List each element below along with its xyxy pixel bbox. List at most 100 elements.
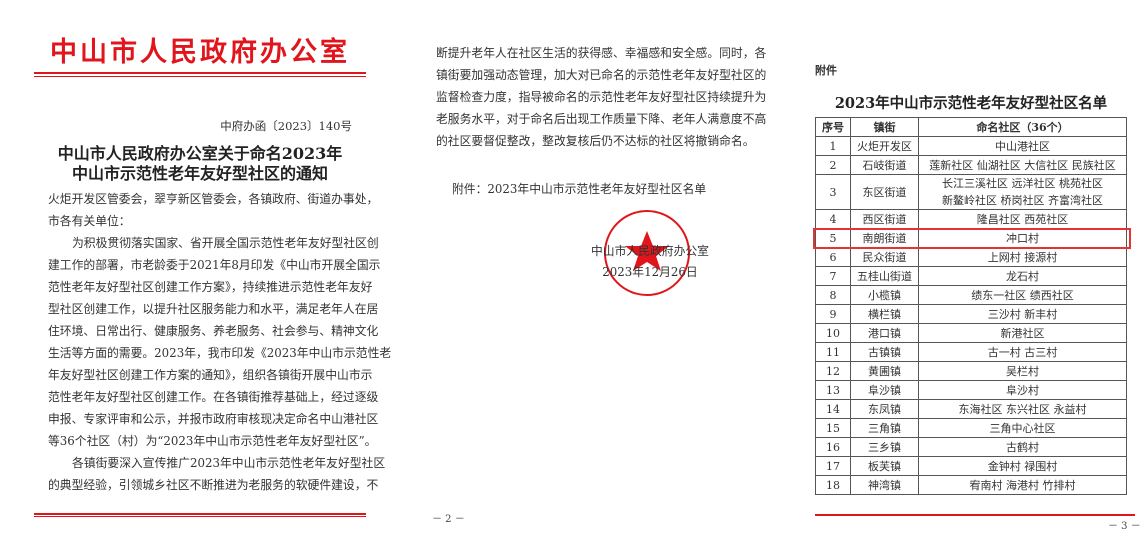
table-row: 4 西区街道 隆昌社区 西苑社区 (815, 209, 1127, 229)
row-communities: 东海社区 东兴社区 永益村 (918, 399, 1127, 419)
row-communities: 宥南村 海港村 竹排村 (918, 475, 1127, 495)
row-communities: 中山港社区 (918, 136, 1127, 156)
footer-divider (34, 513, 366, 515)
row-town: 黄圃镇 (850, 361, 919, 381)
row-index: 6 (815, 247, 851, 267)
row-town: 火炬开发区 (850, 136, 919, 156)
list-title: 2023年中山市示范性老年友好型社区名单 (834, 95, 1108, 112)
table-row: 7 五桂山街道 龙石村 (815, 266, 1127, 286)
row-index: 17 (815, 456, 851, 476)
row-index: 13 (815, 380, 851, 400)
signature-issuer: 中山市人民政府办公室 (591, 244, 709, 258)
highlight-box (813, 227, 1131, 249)
table-row: 17 板芙镇 金钟村 禄围村 (815, 456, 1127, 476)
table-row: 14 东凤镇 东海社区 东兴社区 永益村 (815, 399, 1127, 419)
text-line: 的典型经验，引领城乡社区不断推进为老服务的软硬件建设，不 (48, 478, 379, 492)
table-row: 15 三角镇 三角中心社区 (815, 418, 1127, 438)
row-index: 15 (815, 418, 851, 438)
community-table: 序号 镇街 命名社区（36个） 1 火炬开发区 中山港社区 2 石岐街道 莲新社区 仙湖社… (815, 117, 1127, 495)
row-index: 12 (815, 361, 851, 381)
row-communities: 莲新社区 仙湖社区 大信社区 民族社区 (918, 155, 1127, 175)
text-line: 生活等方面的需要。2023年，我市印发《2023年中山市示范性老 (48, 346, 392, 360)
row-communities: 阜沙村 (918, 380, 1127, 400)
row-town: 古镇镇 (850, 342, 919, 362)
table-row: 16 三乡镇 古鹤村 (815, 437, 1127, 457)
text-line: 镇街要加强动态管理，加大对已命名的示范性老年友好型社区的 (436, 68, 767, 82)
row-index: 9 (815, 304, 851, 324)
header-communities: 命名社区（36个） (918, 117, 1127, 137)
text-line: 建工作的部署，市老龄委于2021年8月印发《中山市开展全国示 (48, 258, 381, 272)
table-row: 18 神湾镇 宥南村 海港村 竹排村 (815, 475, 1127, 495)
text-line: 老服务水平，对于命名后出现工作质量下降、老年人满意度不高 (436, 112, 767, 126)
attachment-note: 附件：2023年中山市示范性老年友好型社区名单 (452, 182, 707, 196)
text-line: 市各有关单位： (48, 214, 131, 228)
text-line: 申报、专家评审和公示，并报市政府审核现决定命名中山港社区 (48, 412, 379, 426)
table-row: 8 小榄镇 绩东一社区 绩西社区 (815, 285, 1127, 305)
document-title: 中山市人民政府办公室关于命名2023年 中山市示范性老年友好型社区的通知 (30, 144, 370, 184)
table-row: 1 火炬开发区 中山港社区 (815, 136, 1127, 156)
row-town: 三乡镇 (850, 437, 919, 457)
header-divider (34, 72, 366, 74)
community-line: 新鳌岭社区 桥岗社区 齐富湾社区 (942, 194, 1103, 207)
official-seal (604, 210, 690, 296)
row-town: 阜沙镇 (850, 380, 919, 400)
row-index: 10 (815, 323, 851, 343)
text-line: 各镇街要深入宣传推广2023年中山市示范性老年友好型社区 (72, 456, 386, 470)
row-town: 东区街道 (850, 174, 919, 210)
text-line: 的社区要督促整改，整改复核后仍不达标的社区将撤销命名。 (436, 134, 755, 148)
attachment-label: 附件 (815, 64, 837, 77)
row-communities: 新港社区 (918, 323, 1127, 343)
row-index: 14 (815, 399, 851, 419)
row-town: 三角镇 (850, 418, 919, 438)
table-row: 6 民众街道 上网村 接源村 (815, 247, 1127, 267)
row-index: 4 (815, 209, 851, 229)
footer-divider-thin (34, 516, 366, 517)
row-communities: 古鹤村 (918, 437, 1127, 457)
header-index: 序号 (815, 117, 851, 137)
row-town: 港口镇 (850, 323, 919, 343)
row-town: 板芙镇 (850, 456, 919, 476)
text-line: 住环境、日常出行、健康服务、养老服务、社会参与、精神文化 (48, 324, 379, 338)
text-line: 型社区创建工作，以提升社区服务能力和水平，满足老年人在居 (48, 302, 379, 316)
header-town: 镇街 (850, 117, 919, 137)
row-town: 横栏镇 (850, 304, 919, 324)
row-index: 11 (815, 342, 851, 362)
text-line: 范性老年友好型社区创建工作方案》，持续推进示范性老年友好 (48, 280, 373, 294)
row-town: 东凤镇 (850, 399, 919, 419)
table-row: 2 石岐街道 莲新社区 仙湖社区 大信社区 民族社区 (815, 155, 1127, 175)
header-divider-thin (34, 76, 366, 77)
row-town: 石岐街道 (850, 155, 919, 175)
notice-body-continued: 断提升老年人在社区生活的获得感、幸福感和安全感。同时，各 镇街要加强动态管理，加大… (436, 42, 767, 152)
row-town: 西区街道 (850, 209, 919, 229)
office-header: 中山市人民政府办公室 (50, 37, 350, 68)
row-communities: 吴栏村 (918, 361, 1127, 381)
page-number: － 3 － (1108, 521, 1141, 532)
text-line: 范性老年友好型社区创建工作。在各镇街推荐基础上，经过逐级 (48, 390, 379, 404)
community-line: 长江三溪社区 远洋社区 桃苑社区 (942, 177, 1103, 190)
row-index: 18 (815, 475, 851, 495)
row-town: 民众街道 (850, 247, 919, 267)
table-row: 12 黄圃镇 吴栏村 (815, 361, 1127, 381)
row-town: 神湾镇 (850, 475, 919, 495)
footer-divider (815, 514, 1135, 516)
table-row: 13 阜沙镇 阜沙村 (815, 380, 1127, 400)
text-line: 断提升老年人在社区生活的获得感、幸福感和安全感。同时，各 (436, 46, 767, 60)
notice-body: 火炬开发区管委会，翠亨新区管委会，各镇政府、街道办事处， 市各有关单位： 为积极贯彻… (48, 188, 392, 496)
row-index: 16 (815, 437, 851, 457)
row-communities: 金钟村 禄围村 (918, 456, 1127, 476)
text-line: 为积极贯彻落实国家、省开展全国示范性老年友好型社区创 (72, 236, 379, 250)
row-communities: 长江三溪社区 远洋社区 桃苑社区 新鳌岭社区 桥岗社区 齐富湾社区 (918, 174, 1127, 210)
row-communities: 三沙村 新丰村 (918, 304, 1127, 324)
row-communities: 古一村 古三村 (918, 342, 1127, 362)
table-row: 10 港口镇 新港社区 (815, 323, 1127, 343)
page-number: － 2 － (432, 514, 465, 525)
row-index: 1 (815, 136, 851, 156)
row-index: 3 (815, 174, 851, 210)
row-index: 8 (815, 285, 851, 305)
document-number: 中府办函〔2023〕140号 (220, 119, 352, 133)
text-line: 年友好型社区创建工作方案的通知》，组织各镇街开展中山市示 (48, 368, 373, 382)
title-line: 中山市示范性老年友好型社区的通知 (71, 164, 328, 183)
row-index: 2 (815, 155, 851, 175)
row-communities: 隆昌社区 西苑社区 (918, 209, 1127, 229)
text-line: 火炬开发区管委会，翠亨新区管委会，各镇政府、街道办事处， (48, 192, 379, 206)
